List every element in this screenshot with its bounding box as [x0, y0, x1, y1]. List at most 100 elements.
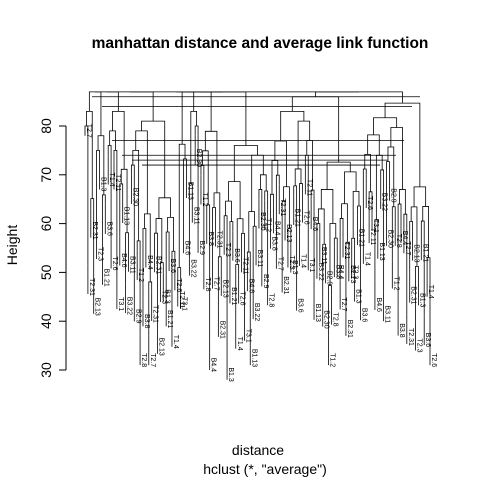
merge-link-0-78 — [311, 190, 314, 291]
leaf-label-56: T3.1 — [244, 329, 251, 343]
leaf-label-31: T1.4 — [172, 335, 179, 349]
leaf-label-3: B2.31 — [91, 221, 98, 239]
leaf-label-105: B2.30 — [387, 230, 394, 248]
leaf-label-115: T2.3 — [416, 338, 423, 352]
merge-link-2-26 — [391, 127, 403, 189]
merge-link-3-0 — [95, 92, 118, 112]
leaf-label-25: B2.31 — [155, 256, 162, 274]
leaf-label-16: B3.11 — [128, 256, 135, 274]
leaf-label-14: B1.13 — [123, 207, 130, 225]
leaf-label-79: B4.6 — [311, 217, 318, 232]
leaf-label-59: B3.22 — [253, 303, 260, 321]
leaf-label-36: B1.13 — [186, 182, 193, 200]
leaf-label-64: T2.8 — [268, 293, 275, 307]
leaf-label-104: B3.11 — [384, 305, 391, 323]
merge-link-3-8 — [281, 111, 304, 141]
leaf-label-69: B2.31 — [282, 276, 289, 294]
leaf-label-39: B2.30 — [195, 149, 202, 167]
x-axis-title: distance — [232, 442, 284, 458]
leaf-label-4: B2.13 — [94, 297, 101, 315]
leaf-label-112: T2.31 — [407, 328, 414, 346]
leaf-label-98: T2.6 — [366, 196, 373, 210]
leaf-label-8: B3.6 — [105, 222, 112, 237]
leaf-label-20: T2.8 — [140, 353, 147, 367]
leaf-label-49: T2.3 — [224, 243, 231, 257]
leaf-label-1: T2.7 — [85, 124, 92, 138]
leaf-label-51: B1.21 — [230, 287, 237, 305]
leaf-label-113: B2.31 — [410, 286, 417, 304]
merge-link-0-108 — [398, 204, 401, 306]
merge-link-0-76 — [305, 155, 308, 241]
leaf-label-40: B2.9 — [198, 241, 205, 256]
leaf-label-103: B3.22 — [381, 193, 388, 211]
leaf-label-70: B2.13 — [285, 224, 292, 242]
leaf-label-107: T1.2 — [392, 277, 399, 291]
leaf-label-45: T2.7 — [213, 277, 220, 291]
leaf-label-28: B1.3 — [163, 289, 170, 304]
leaf-label-48: B2.13 — [221, 280, 228, 298]
leaf-label-77: T2.11 — [305, 179, 312, 196]
leaf-label-106: B2.9 — [389, 188, 396, 203]
leaf-label-12: T3.1 — [117, 297, 124, 311]
leaf-label-68: T2.31 — [279, 198, 286, 216]
merge-link-3-2 — [142, 121, 165, 198]
merge-link-2-22 — [344, 172, 356, 204]
leaf-label-114: B2.13 — [413, 244, 420, 262]
merge-link-0-2 — [91, 199, 94, 285]
merge-link-1-54 — [400, 189, 406, 214]
leaf-label-93: T2.3 — [352, 265, 359, 279]
merge-link-2-28 — [414, 187, 426, 207]
merge-link-0-4 — [97, 150, 100, 229]
merge-link-0-20 — [143, 228, 146, 297]
merge-link-5-2 — [315, 92, 402, 103]
leaf-label-83: B2.30 — [323, 310, 330, 328]
y-tick-label-60: 60 — [38, 216, 54, 232]
leaf-label-67: T2.7 — [276, 257, 283, 271]
merge-link-0-86 — [334, 238, 337, 248]
leaf-label-55: T2.11 — [242, 257, 249, 274]
leaf-label-78: T3.1 — [308, 258, 315, 272]
leaf-label-43: B3.8 — [207, 232, 214, 247]
leaf-label-52: B3.6 — [233, 248, 240, 263]
leaf-label-23: T2.7 — [149, 353, 156, 367]
leaf-label-26: B2.13 — [157, 337, 164, 355]
y-tick-label-50: 50 — [38, 264, 54, 280]
leaf-label-17: B2.30 — [131, 188, 138, 206]
merge-link-0-102 — [381, 170, 384, 292]
y-tick-label-80: 80 — [38, 118, 54, 134]
leaf-label-91: B2.31 — [346, 320, 353, 338]
x-axis-sublabel: hclust (*, "average") — [203, 461, 327, 477]
leaf-label-11: T2.11 — [114, 174, 121, 191]
leaf-label-50: B1.3 — [227, 367, 234, 382]
leaf-label-53: T1.4 — [236, 337, 243, 351]
dendrogram-tree — [85, 92, 430, 380]
chart-title: manhattan distance and average link func… — [92, 35, 429, 52]
leaf-label-6: B1.3 — [99, 177, 106, 192]
leaf-label-29: B1.21 — [166, 310, 173, 328]
leaf-label-13: B4.6 — [120, 253, 127, 268]
leaf-label-34: T3.1 — [181, 297, 188, 311]
merge-link-0-62 — [265, 191, 268, 276]
merge-link-2-8 — [182, 92, 194, 144]
merge-link-3-6 — [234, 146, 257, 182]
leaf-label-97: T1.4 — [363, 252, 370, 266]
leaf-label-63: T1.2 — [265, 218, 272, 232]
leaf-label-19: T1.2 — [137, 268, 144, 282]
leaf-label-95: B1.21 — [358, 229, 365, 247]
leaf-label-75: T1.4 — [300, 254, 307, 268]
leaf-label-46: T2.31 — [215, 231, 222, 249]
leaf-label-102: B1.13 — [378, 242, 385, 260]
leaf-label-72: B1.3 — [291, 260, 298, 275]
merge-link-0-42 — [207, 205, 210, 341]
leaf-label-120: T2.6 — [430, 353, 437, 367]
leaf-label-15: B3.22 — [126, 297, 133, 315]
merge-link-0-64 — [271, 194, 274, 219]
leaf-label-21: B3.8 — [143, 314, 150, 329]
leaf-label-109: B3.8 — [398, 323, 405, 338]
leaf-label-117: B1.21 — [421, 244, 428, 262]
leaf-label-66: B4.4 — [273, 221, 280, 236]
merge-link-1-40 — [318, 209, 324, 244]
leaf-label-47: B2.31 — [218, 321, 225, 339]
merge-link-2-24 — [368, 135, 380, 155]
